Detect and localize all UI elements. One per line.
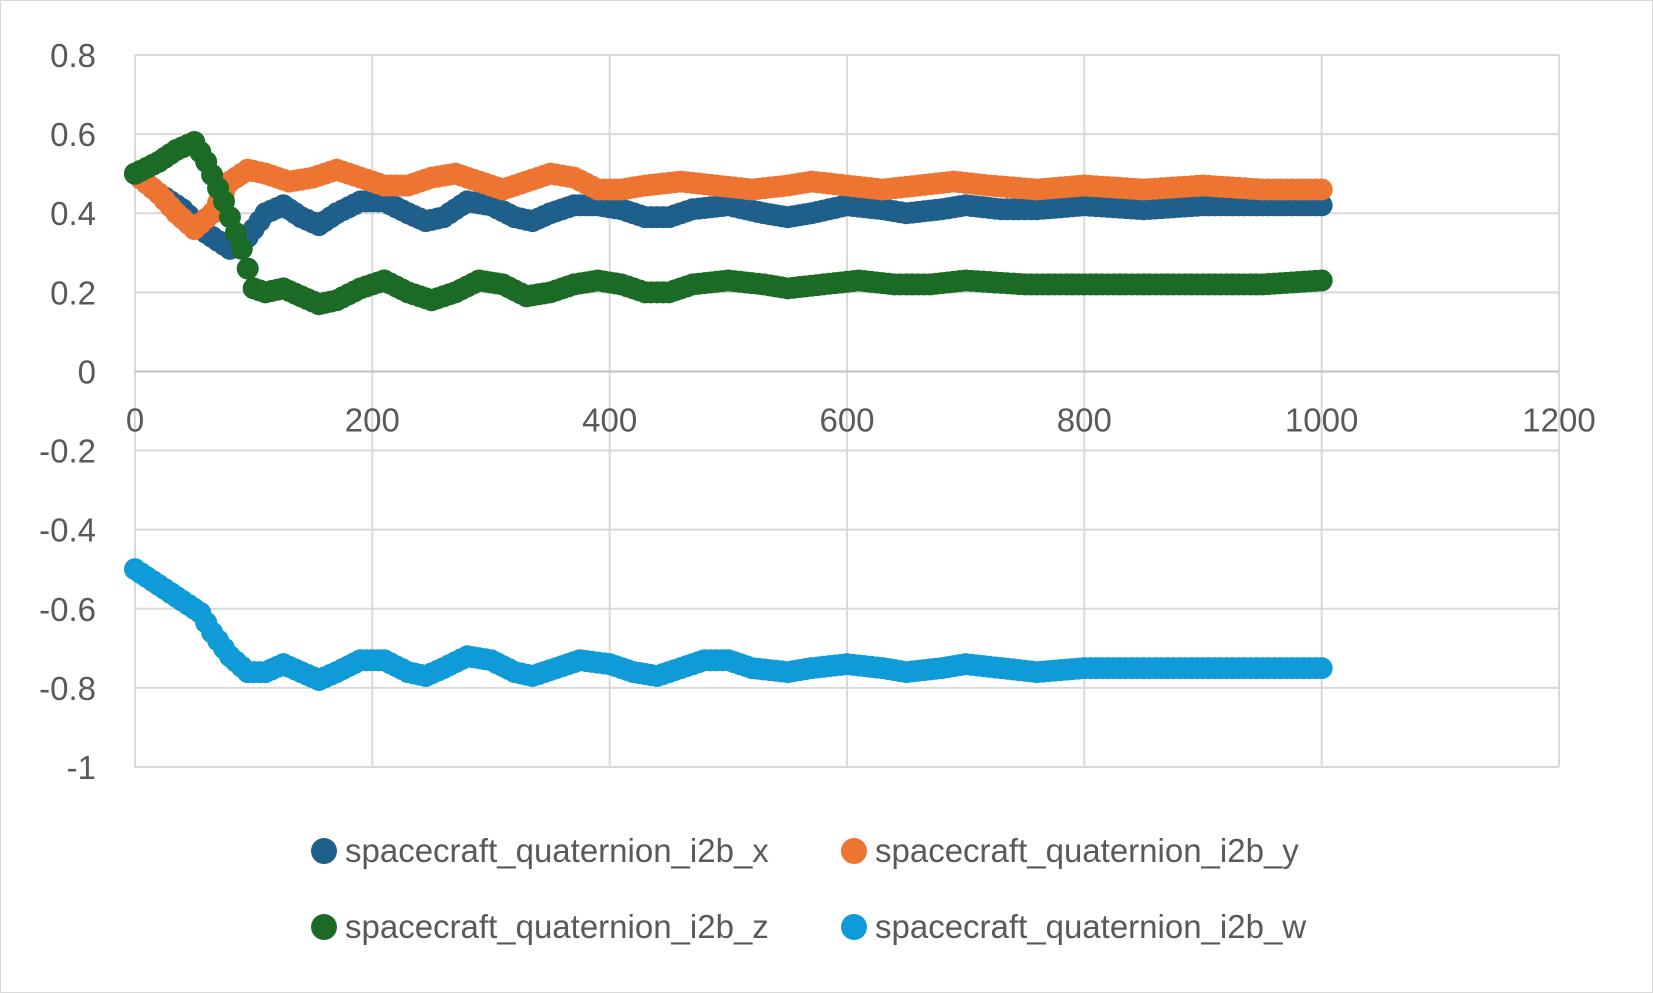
y-tick-label: -0.2 (39, 433, 96, 470)
legend: spacecraft_quaternion_i2b_x spacecraft_qu… (1, 819, 1653, 979)
legend-item: spacecraft_quaternion_i2b_z (311, 905, 769, 949)
y-tick-label: -0.6 (39, 591, 96, 628)
legend-label: spacecraft_quaternion_i2b_y (875, 832, 1299, 869)
legend-marker (841, 838, 867, 864)
x-tick-label: 800 (1057, 401, 1112, 438)
series-2 (124, 131, 1333, 316)
plot-area: 0.8 0.6 0.4 0.2 0 -0.2 -0.4 -0.6 -0.8 -1 0 200 400 60… (39, 37, 1596, 786)
y-tick-label: 0 (78, 353, 96, 390)
y-tick-label: 0.6 (50, 116, 96, 153)
legend-label: spacecraft_quaternion_i2b_z (345, 908, 769, 945)
legend-marker (841, 914, 867, 940)
legend-item: spacecraft_quaternion_i2b_x (311, 829, 769, 873)
y-tick-label: 0.4 (50, 195, 96, 232)
legend-label: spacecraft_quaternion_i2b_w (875, 908, 1307, 945)
x-tick-label: 1200 (1522, 401, 1595, 438)
series-3 (124, 558, 1333, 691)
legend-item: spacecraft_quaternion_i2b_y (841, 829, 1299, 873)
y-tick-label: 0.2 (50, 274, 96, 311)
x-tick-label: 400 (582, 401, 637, 438)
data-point (230, 237, 253, 260)
legend-label: spacecraft_quaternion_i2b_x (345, 832, 769, 869)
x-tick-label: 1000 (1285, 401, 1358, 438)
x-tick-label: 0 (126, 401, 144, 438)
legend-marker (311, 838, 337, 864)
data-point (236, 257, 259, 280)
legend-item: spacecraft_quaternion_i2b_w (841, 905, 1306, 949)
y-tick-label: 0.8 (50, 37, 96, 74)
legend-marker (311, 914, 337, 940)
data-point (1310, 178, 1333, 201)
data-point (1310, 269, 1333, 292)
data-point (1310, 657, 1333, 680)
y-tick-label: -0.4 (39, 512, 96, 549)
x-tick-label: 600 (819, 401, 874, 438)
series-1 (124, 158, 1333, 241)
x-tick-label: 200 (345, 401, 400, 438)
y-tick-label: -0.8 (39, 670, 96, 707)
y-tick-label: -1 (67, 749, 96, 786)
